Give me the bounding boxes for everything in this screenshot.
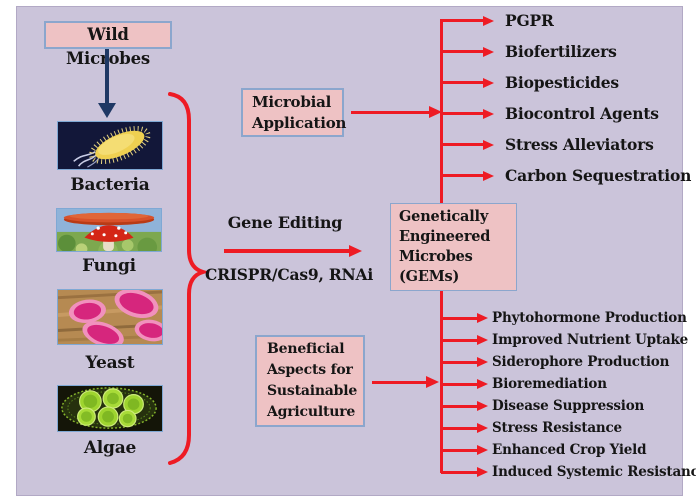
arrow-right-icon bbox=[477, 313, 488, 323]
microbial-application-box: Microbial Application bbox=[241, 88, 346, 137]
benefit-row: Stress Resistance bbox=[441, 417, 696, 439]
beneficial-aspects-box: Beneficial Aspects for Sustainable Agric… bbox=[255, 335, 365, 427]
arrow-right-icon bbox=[426, 376, 439, 388]
application-label: Carbon Sequestration bbox=[505, 166, 692, 185]
beneficial-arrow-shaft bbox=[372, 381, 427, 384]
benefit-label: Bioremediation bbox=[492, 376, 607, 392]
application-row: Carbon Sequestration bbox=[441, 160, 691, 191]
arrow-right-icon bbox=[483, 170, 494, 181]
connector-line bbox=[441, 338, 477, 342]
arrow-right-icon bbox=[483, 139, 494, 150]
connector-line bbox=[441, 174, 483, 177]
benefit-label: Enhanced Crop Yield bbox=[492, 442, 647, 458]
benefit-row: Disease Suppression bbox=[441, 395, 696, 417]
algae-label: Algae bbox=[83, 438, 137, 458]
bacteria-label: Bacteria bbox=[70, 175, 150, 195]
application-label: Biopesticides bbox=[505, 73, 619, 92]
application-row: Stress Alleviators bbox=[441, 129, 691, 160]
connector-line bbox=[441, 19, 483, 22]
benefit-label: Siderophore Production bbox=[492, 354, 670, 370]
application-label: PGPR bbox=[505, 11, 554, 30]
application-row: Biopesticides bbox=[441, 67, 691, 98]
algae-image bbox=[57, 385, 163, 432]
application-label: Stress Alleviators bbox=[505, 135, 654, 154]
applications-list: PGPR Biofertilizers Biopesticides Biocon… bbox=[441, 5, 691, 191]
yeast-label: Yeast bbox=[85, 353, 135, 373]
down-arrow-shaft bbox=[105, 49, 109, 104]
arrow-right-icon bbox=[483, 46, 494, 57]
benefits-list: Phytohormone Production Improved Nutrien… bbox=[441, 307, 696, 483]
connector-line bbox=[441, 382, 477, 386]
connector-line bbox=[441, 143, 483, 146]
group-brace bbox=[168, 92, 211, 465]
connector-line bbox=[441, 470, 477, 474]
application-arrow-shaft bbox=[351, 111, 430, 114]
gene-editing-arrow-shaft bbox=[224, 249, 350, 253]
connector-line bbox=[441, 360, 477, 364]
yeast-image bbox=[57, 289, 163, 345]
benefit-label: Phytohormone Production bbox=[492, 310, 687, 326]
connector-line bbox=[441, 112, 483, 115]
arrow-right-icon bbox=[477, 357, 488, 367]
gene-editing-title: Gene Editing bbox=[227, 213, 343, 232]
arrow-right-icon bbox=[483, 108, 494, 119]
arrow-right-icon bbox=[429, 106, 442, 118]
arrow-right-icon bbox=[477, 467, 488, 477]
gene-editing-methods: CRISPR/Cas9, RNAi bbox=[204, 265, 374, 284]
benefits-trunk-line bbox=[440, 291, 443, 473]
benefit-row: Improved Nutrient Uptake bbox=[441, 329, 696, 351]
benefit-row: Phytohormone Production bbox=[441, 307, 696, 329]
connector-line bbox=[441, 50, 483, 53]
connector-line bbox=[441, 81, 483, 84]
benefit-label: Induced Systemic Resistance bbox=[492, 464, 696, 480]
benefit-row: Enhanced Crop Yield bbox=[441, 439, 696, 461]
benefit-row: Induced Systemic Resistance bbox=[441, 461, 696, 483]
arrow-right-icon bbox=[477, 379, 488, 389]
arrow-right-icon bbox=[483, 15, 494, 26]
bacteria-image bbox=[57, 121, 163, 170]
application-row: Biofertilizers bbox=[441, 36, 691, 67]
application-row: Biocontrol Agents bbox=[441, 98, 691, 129]
arrow-right-icon bbox=[477, 445, 488, 455]
connector-line bbox=[441, 448, 477, 452]
connector-line bbox=[441, 316, 477, 320]
application-label: Biocontrol Agents bbox=[505, 104, 659, 123]
wild-microbes-box: Wild Microbes bbox=[44, 21, 172, 68]
connector-line bbox=[441, 404, 477, 408]
application-row: PGPR bbox=[441, 5, 691, 36]
arrow-right-icon bbox=[349, 245, 362, 257]
arrow-right-icon bbox=[477, 423, 488, 433]
connector-line bbox=[441, 426, 477, 430]
benefit-label: Improved Nutrient Uptake bbox=[492, 332, 689, 348]
arrow-down-icon bbox=[98, 103, 116, 118]
fungi-label: Fungi bbox=[82, 256, 136, 276]
gems-box: Genetically Engineered Microbes (GEMs) bbox=[390, 203, 517, 291]
arrow-right-icon bbox=[477, 335, 488, 345]
arrow-right-icon bbox=[477, 401, 488, 411]
application-label: Biofertilizers bbox=[505, 42, 617, 61]
fungi-image bbox=[56, 208, 162, 252]
benefit-row: Siderophore Production bbox=[441, 351, 696, 373]
benefit-label: Stress Resistance bbox=[492, 420, 622, 436]
applications-trunk-line bbox=[440, 19, 443, 203]
arrow-right-icon bbox=[483, 77, 494, 88]
benefit-row: Bioremediation bbox=[441, 373, 696, 395]
benefit-label: Disease Suppression bbox=[492, 398, 645, 414]
